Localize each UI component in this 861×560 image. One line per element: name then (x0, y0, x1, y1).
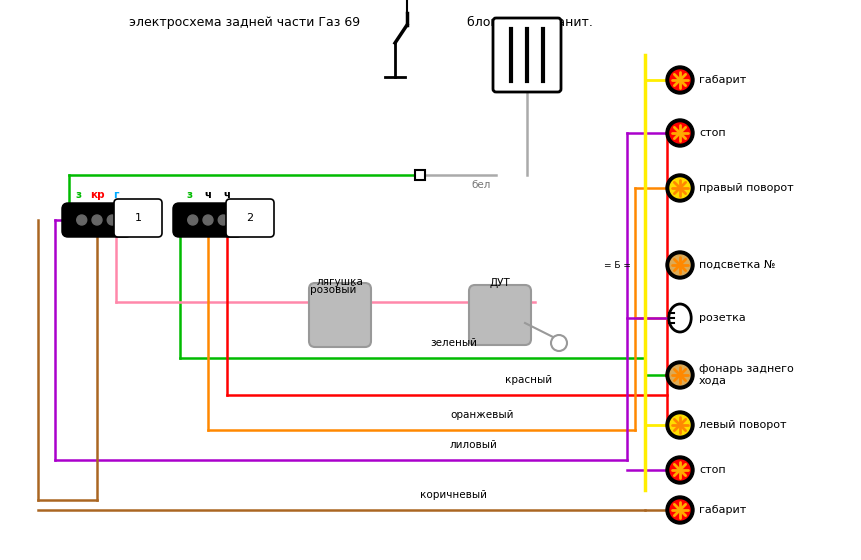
Text: = Б =: = Б = (604, 260, 630, 269)
Circle shape (670, 178, 690, 198)
Circle shape (670, 255, 690, 275)
Text: электросхема задней части Газ 69: электросхема задней части Газ 69 (129, 16, 361, 29)
Text: фонарь заднего
хода: фонарь заднего хода (699, 364, 794, 386)
Text: лиловый: лиловый (450, 440, 498, 450)
Circle shape (666, 66, 694, 94)
Circle shape (666, 119, 694, 147)
Text: габарит: габарит (699, 505, 746, 515)
Text: ДУТ: ДУТ (490, 278, 511, 288)
Text: з: з (186, 190, 192, 200)
Circle shape (670, 500, 690, 520)
Text: красный: красный (505, 375, 552, 385)
Circle shape (666, 174, 694, 202)
Text: габарит: габарит (699, 75, 746, 85)
Circle shape (670, 365, 690, 385)
Circle shape (666, 496, 694, 524)
FancyBboxPatch shape (469, 285, 531, 345)
Circle shape (666, 251, 694, 279)
Text: коричневый: коричневый (420, 490, 487, 500)
FancyBboxPatch shape (493, 18, 561, 92)
Text: стоп: стоп (699, 465, 726, 475)
Text: ч: ч (205, 190, 212, 200)
Circle shape (670, 460, 690, 480)
Text: блок предохранит.: блок предохранит. (467, 16, 593, 29)
Circle shape (670, 123, 690, 143)
Text: розетка: розетка (699, 313, 746, 323)
Circle shape (218, 215, 228, 225)
Text: лягушка: лягушка (317, 277, 363, 287)
Text: кр: кр (90, 190, 104, 200)
Text: г: г (114, 190, 119, 200)
Circle shape (77, 215, 87, 225)
Text: з: з (75, 190, 81, 200)
Circle shape (666, 456, 694, 484)
Text: ч: ч (224, 190, 231, 200)
Text: подсветка №: подсветка № (699, 260, 776, 270)
Text: бел: бел (472, 180, 491, 190)
Text: 2: 2 (246, 213, 253, 223)
Circle shape (666, 411, 694, 439)
Circle shape (670, 70, 690, 90)
Ellipse shape (669, 304, 691, 332)
Text: левый поворот: левый поворот (699, 420, 786, 430)
FancyBboxPatch shape (415, 170, 425, 180)
Circle shape (666, 361, 694, 389)
Text: оранжевый: оранжевый (450, 410, 513, 420)
FancyBboxPatch shape (309, 283, 371, 347)
Text: розовый: розовый (310, 285, 356, 295)
Circle shape (203, 215, 213, 225)
Circle shape (188, 215, 198, 225)
Text: зеленый: зеленый (430, 338, 477, 348)
FancyBboxPatch shape (63, 204, 131, 236)
Text: 1: 1 (134, 213, 141, 223)
Text: правый поворот: правый поворот (699, 183, 794, 193)
Circle shape (92, 215, 102, 225)
Circle shape (108, 215, 117, 225)
FancyBboxPatch shape (174, 204, 242, 236)
Circle shape (670, 415, 690, 435)
FancyBboxPatch shape (114, 199, 162, 237)
FancyBboxPatch shape (226, 199, 274, 237)
Text: стоп: стоп (699, 128, 726, 138)
